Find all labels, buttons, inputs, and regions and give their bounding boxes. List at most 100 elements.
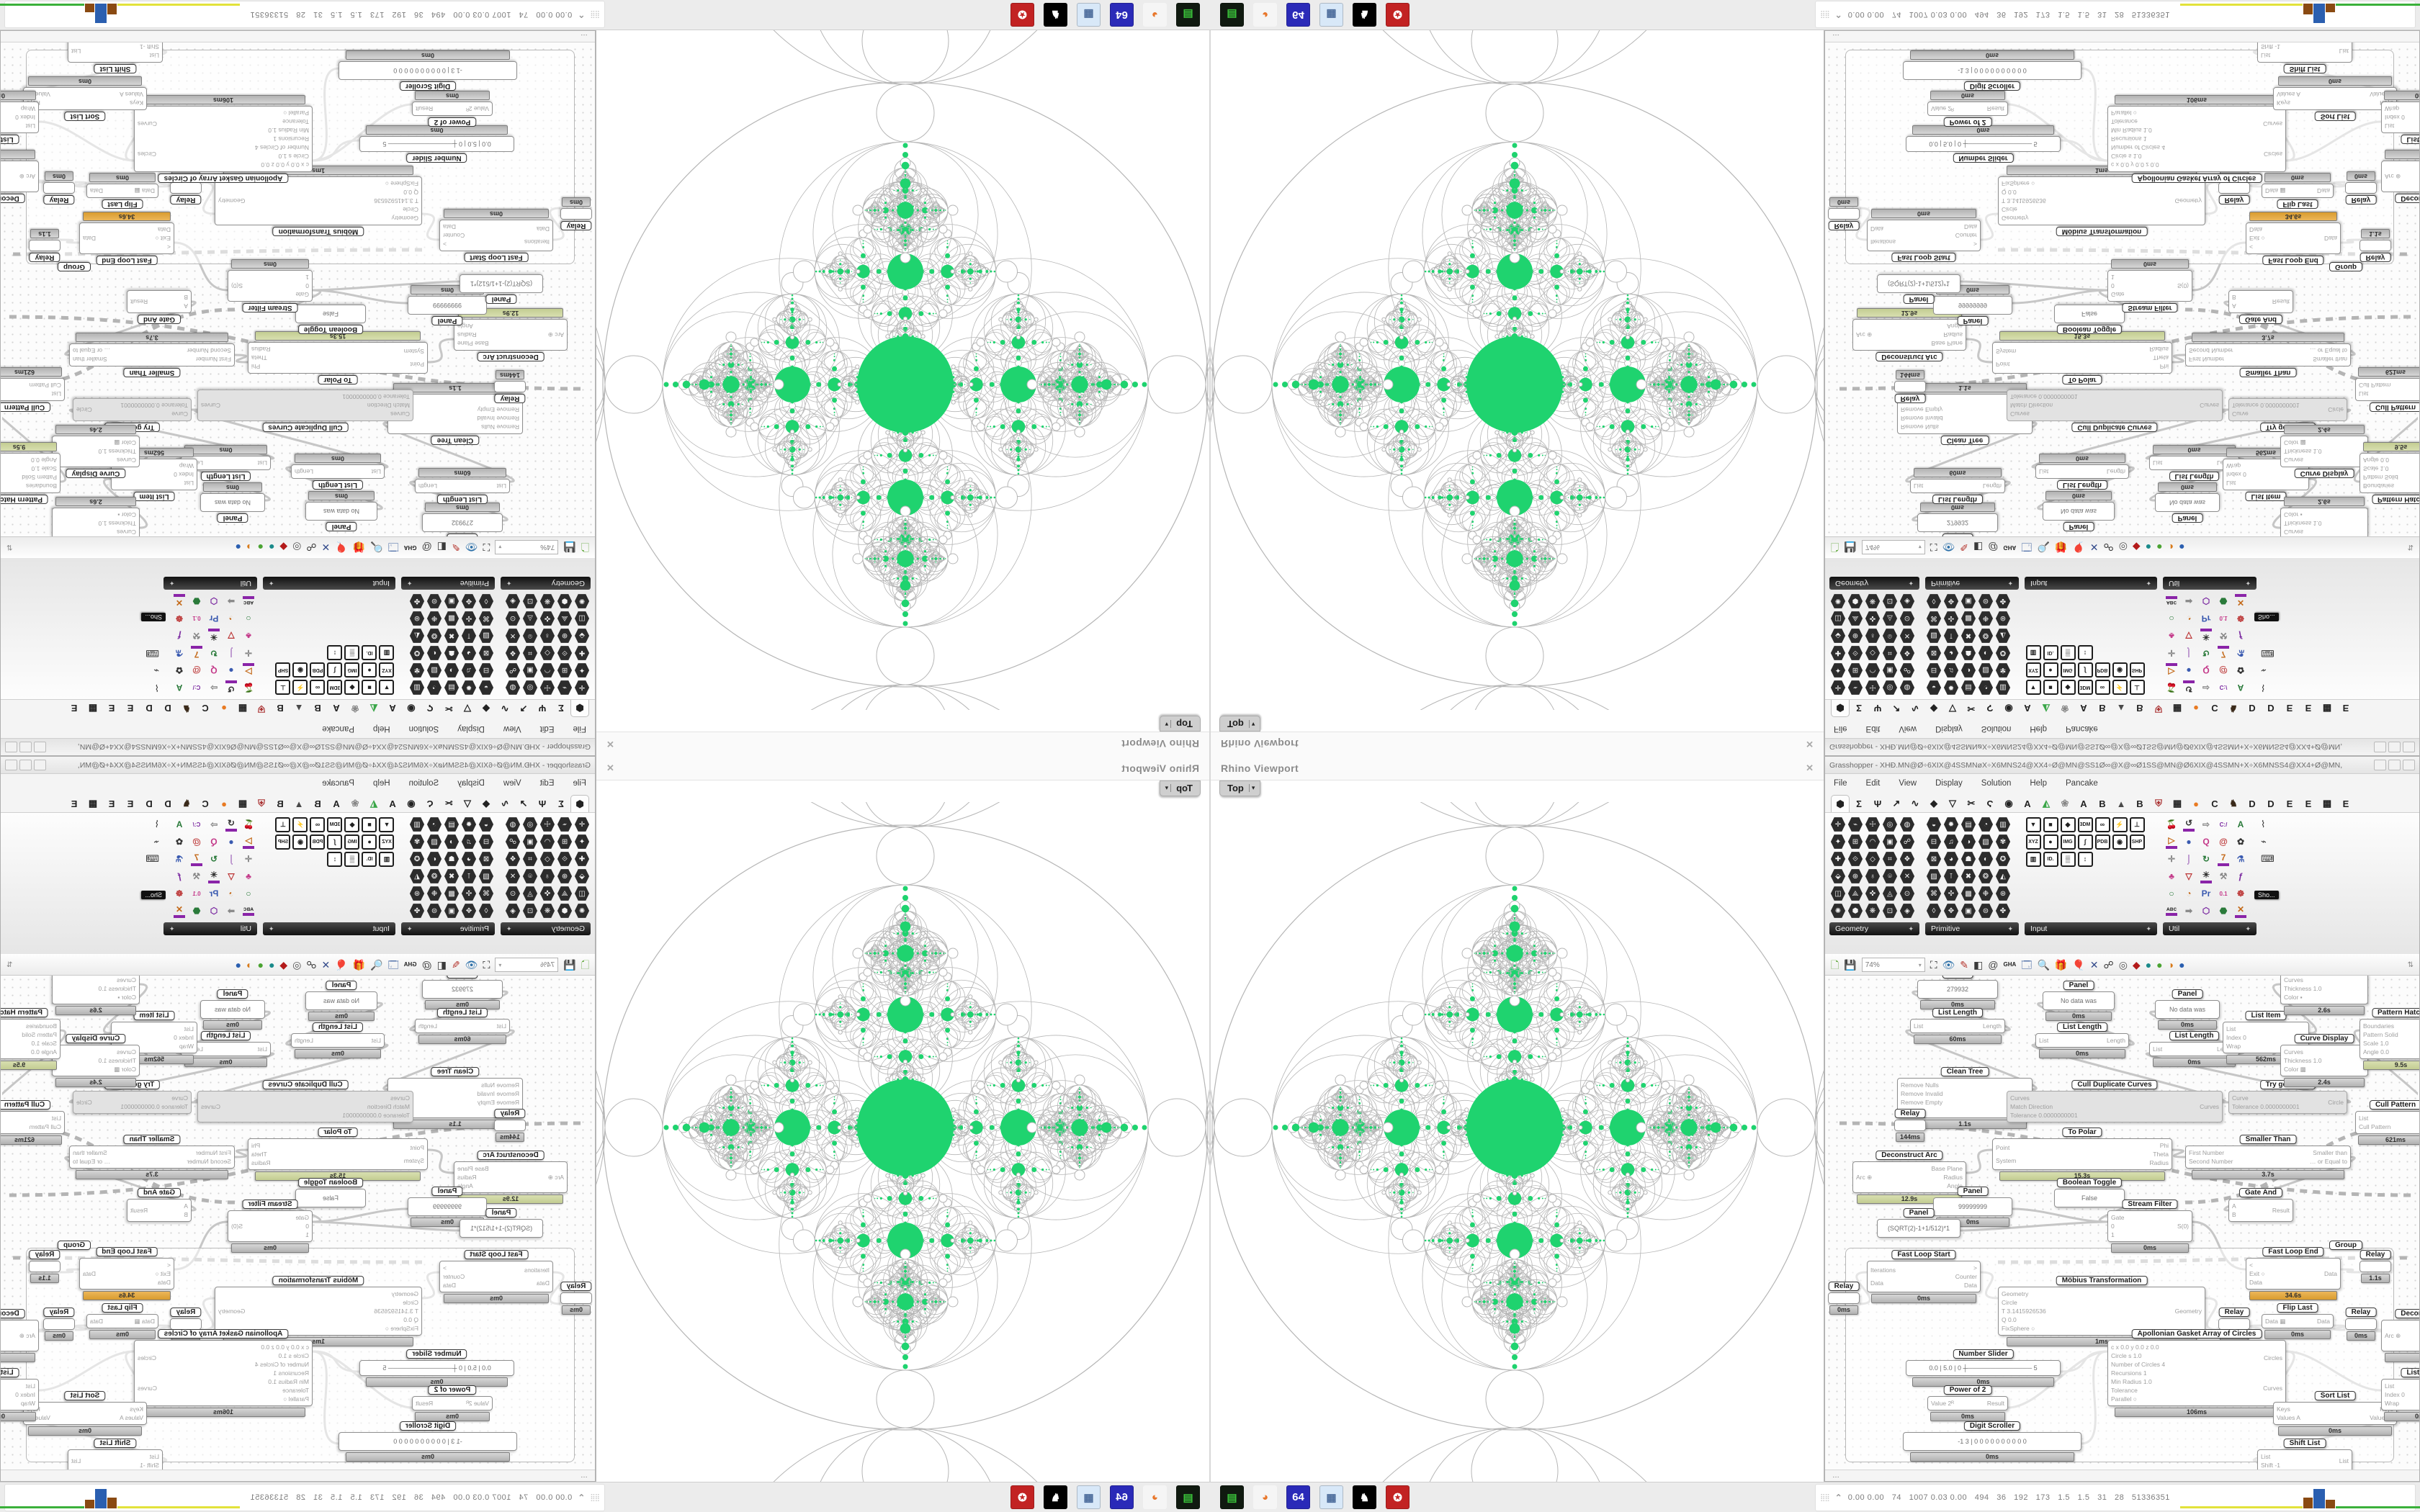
util-component-icon[interactable]: ᴀʙᴄ bbox=[240, 902, 257, 919]
util-component-icon[interactable]: ✿ bbox=[175, 837, 184, 847]
component-tab-22[interactable]: D bbox=[2249, 798, 2256, 809]
util-component-icon[interactable]: ✛ bbox=[244, 648, 253, 658]
primitive-component-icon[interactable]: ⊟ bbox=[478, 662, 495, 679]
input-port[interactable]: Index 0 bbox=[174, 1034, 194, 1041]
overflow-component-icon[interactable]: ⌨ bbox=[145, 648, 159, 659]
window-icon[interactable]: 🗔 bbox=[2021, 959, 2033, 971]
geometry-component-icon[interactable]: ◈ bbox=[1899, 902, 1916, 919]
input-component-icon[interactable]: ▒ bbox=[344, 850, 361, 868]
input-port[interactable]: List bbox=[371, 468, 381, 475]
gh-node-relay2[interactable]: Relay 0ms bbox=[560, 1282, 592, 1315]
input-port[interactable]: Tolerance 0.0000000001 bbox=[2232, 1103, 2300, 1110]
util-component-icon[interactable]: Pr bbox=[2201, 888, 2211, 899]
geometry-component-icon[interactable]: ⌾ bbox=[1881, 627, 1899, 644]
geometry-component-icon[interactable]: ⬙ bbox=[1829, 627, 1847, 644]
input-component-icon[interactable]: IMG bbox=[2059, 662, 2076, 679]
gh-node-gateand[interactable]: Gate And A B Result bbox=[2228, 1188, 2293, 1222]
util-component-icon[interactable]: ⇨ bbox=[2202, 683, 2210, 693]
geometry-component-icon[interactable]: ◫ bbox=[1829, 885, 1847, 902]
output-port[interactable]: Data bbox=[90, 1318, 103, 1325]
close-button[interactable] bbox=[5, 760, 17, 770]
primitive-component-icon[interactable]: ◑ bbox=[1960, 833, 1977, 850]
input-port[interactable]: 0 bbox=[305, 1223, 309, 1230]
input-port[interactable]: Value 2ᴿ bbox=[1931, 105, 1955, 112]
rhino-canvas[interactable] bbox=[596, 802, 1209, 1482]
input-port[interactable]: Values A bbox=[120, 1414, 143, 1421]
geometry-component-icon[interactable]: ☍ bbox=[1899, 662, 1916, 679]
ribbon-show-tag[interactable]: Sho... bbox=[141, 613, 166, 621]
gh-node-hatch[interactable]: Pattern HatchBoundariesPattern SolidScal… bbox=[1, 442, 60, 504]
lens-orange-icon[interactable]: ◑ bbox=[246, 541, 253, 553]
component-tab-22[interactable]: D bbox=[164, 798, 171, 809]
menu-item-help[interactable]: Help bbox=[2030, 779, 2048, 788]
input-component-icon[interactable]: ◆ bbox=[344, 679, 361, 696]
input-port[interactable]: Circle s 1.0 bbox=[278, 1352, 309, 1359]
ribbon-panel-label[interactable]: Input ✦ bbox=[263, 577, 395, 590]
util-component-icon[interactable]: C:/ bbox=[2219, 821, 2228, 828]
input-port[interactable]: Curves bbox=[117, 976, 136, 984]
input-component-icon[interactable]: ∫ bbox=[326, 662, 344, 679]
input-component-icon[interactable]: ● bbox=[361, 662, 378, 679]
save-icon[interactable]: 💾 bbox=[563, 541, 576, 553]
viewport-tab-top[interactable]: Top ▾ bbox=[1219, 716, 1261, 732]
input-component-icon[interactable]: ⚡ bbox=[292, 816, 309, 833]
input-component-icon[interactable]: SHP bbox=[274, 833, 292, 850]
new-document-icon[interactable]: 🗋 bbox=[1831, 541, 1839, 553]
component-tab-1[interactable]: Σ bbox=[558, 703, 564, 714]
input-port[interactable]: Angle 0.0 bbox=[2363, 456, 2389, 464]
util-component-icon[interactable]: ⬡ bbox=[210, 906, 218, 916]
input-port[interactable]: Keys bbox=[2277, 99, 2290, 107]
primitive-component-icon[interactable]: ◐ bbox=[426, 850, 443, 868]
menu-item-pancake[interactable]: Pancake bbox=[322, 724, 354, 733]
input-port[interactable]: < bbox=[167, 1261, 171, 1269]
input-port[interactable]: Gate bbox=[295, 1214, 309, 1221]
primitive-component-icon[interactable]: ❉ bbox=[426, 610, 443, 627]
component-tab-5[interactable]: ◆ bbox=[483, 798, 490, 809]
grip-handle-icon[interactable]: ⣿⣿ bbox=[1820, 1493, 1830, 1502]
component-tab-1[interactable]: Σ bbox=[1856, 798, 1862, 809]
primitive-component-icon[interactable]: ♫ bbox=[1942, 662, 1960, 679]
primitive-component-icon[interactable]: ▩ bbox=[1960, 610, 1977, 627]
geometry-component-icon[interactable]: ✛ bbox=[1829, 816, 1847, 833]
util-component-icon[interactable]: ✛ bbox=[244, 854, 253, 864]
gh-node-floopstart[interactable]: Fast Loop Start Iterations Data > Counter Dat… bbox=[1867, 1250, 1981, 1303]
util-component-icon[interactable]: ƒ bbox=[176, 871, 182, 881]
input-port[interactable]: Point bbox=[1996, 1144, 2010, 1151]
gh-node-cd2[interactable]: Curve Display Curves Thickness 1.0 Color ▩ 2… bbox=[52, 425, 140, 478]
named-view-icon[interactable]: @ bbox=[421, 959, 432, 971]
input-port[interactable]: Data bbox=[2249, 226, 2262, 233]
gh-node-floopend[interactable]: Fast Loop End < Exit ○ Data Data 34.6s bbox=[79, 212, 174, 265]
input-component-icon[interactable]: SHP bbox=[274, 662, 292, 679]
input-component-icon[interactable]: ◆ bbox=[344, 816, 361, 833]
group-label[interactable]: Group bbox=[2329, 1241, 2362, 1250]
output-port[interactable]: Counter bbox=[1955, 1273, 1977, 1280]
util-component-icon[interactable]: C:/ bbox=[192, 821, 201, 828]
output-port[interactable]: Result bbox=[130, 1207, 148, 1214]
node-body[interactable] bbox=[2345, 1318, 2377, 1330]
util-component-icon[interactable]: ⚗ bbox=[175, 854, 184, 864]
ribbon-panel-label[interactable]: Primitive ✦ bbox=[401, 577, 495, 590]
input-port[interactable]: T 3.1415926536 bbox=[2002, 1308, 2046, 1315]
output-port[interactable]: Circles bbox=[2264, 150, 2282, 158]
output-port[interactable]: Radius bbox=[2149, 346, 2169, 353]
zoom-extents-icon[interactable]: ⛶ bbox=[1930, 541, 1937, 553]
input-port[interactable]: Curves bbox=[390, 410, 410, 418]
input-component-icon[interactable]: SHP bbox=[2128, 662, 2146, 679]
util-component-icon[interactable]: ƒ bbox=[176, 631, 182, 641]
util-component-icon[interactable]: ⬣ bbox=[192, 596, 201, 606]
util-component-icon[interactable]: ● bbox=[2186, 665, 2192, 675]
node-body[interactable] bbox=[494, 1120, 526, 1131]
menu-item-help[interactable]: Help bbox=[372, 779, 390, 788]
input-port[interactable]: T 3.1415926536 bbox=[374, 197, 418, 204]
node-body[interactable]: False bbox=[2054, 305, 2125, 323]
input-component-icon[interactable]: ∞ bbox=[309, 816, 326, 833]
input-port[interactable]: Circle s 1.0 bbox=[278, 153, 309, 160]
geometry-component-icon[interactable]: ⬢ bbox=[1847, 593, 1864, 610]
gh-node-ll2[interactable]: List Length List Length 0ms bbox=[291, 1022, 385, 1058]
component-tab-14[interactable]: B bbox=[314, 703, 321, 714]
input-component-icon[interactable]: XYZ bbox=[2025, 662, 2042, 679]
